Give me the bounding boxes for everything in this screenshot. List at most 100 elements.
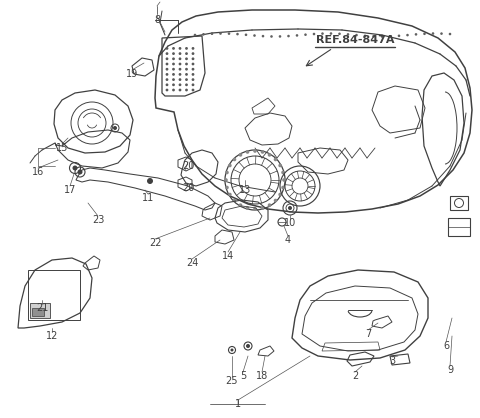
Circle shape <box>185 52 188 55</box>
Circle shape <box>185 73 188 76</box>
Text: REF.84-847A: REF.84-847A <box>316 35 394 45</box>
Circle shape <box>192 84 194 86</box>
Circle shape <box>211 33 213 35</box>
Circle shape <box>321 32 324 35</box>
Circle shape <box>185 63 188 65</box>
Text: 13: 13 <box>239 185 251 195</box>
Circle shape <box>312 33 315 35</box>
Circle shape <box>355 34 358 36</box>
Circle shape <box>185 78 188 81</box>
Text: 11: 11 <box>142 193 154 203</box>
Circle shape <box>262 35 264 38</box>
Circle shape <box>246 206 249 210</box>
Circle shape <box>192 78 194 81</box>
Circle shape <box>246 150 249 154</box>
Circle shape <box>274 158 277 161</box>
Text: 5: 5 <box>240 371 246 381</box>
Circle shape <box>166 68 168 71</box>
Circle shape <box>278 193 282 196</box>
Text: 21: 21 <box>36 303 48 313</box>
Circle shape <box>432 32 434 35</box>
Circle shape <box>166 47 168 50</box>
Circle shape <box>192 47 194 50</box>
Text: 15: 15 <box>56 143 68 153</box>
Circle shape <box>287 35 290 37</box>
Circle shape <box>192 89 194 92</box>
Circle shape <box>398 35 400 37</box>
Circle shape <box>185 89 188 92</box>
Text: 24: 24 <box>186 258 198 268</box>
Text: 14: 14 <box>222 251 234 261</box>
Circle shape <box>192 52 194 55</box>
Circle shape <box>147 178 153 184</box>
Circle shape <box>192 68 194 71</box>
Circle shape <box>279 35 281 38</box>
Text: 16: 16 <box>32 167 44 177</box>
Text: 2: 2 <box>352 371 358 381</box>
Circle shape <box>179 47 181 50</box>
Circle shape <box>194 34 196 36</box>
Circle shape <box>179 89 181 92</box>
Text: 8: 8 <box>154 15 160 25</box>
Circle shape <box>440 32 443 35</box>
Circle shape <box>406 34 409 36</box>
Circle shape <box>225 186 229 189</box>
Circle shape <box>253 34 256 37</box>
Circle shape <box>172 52 175 55</box>
Circle shape <box>281 171 285 174</box>
Circle shape <box>185 84 188 86</box>
Text: 18: 18 <box>256 371 268 381</box>
Circle shape <box>224 178 228 182</box>
Circle shape <box>166 73 168 76</box>
Circle shape <box>179 68 181 71</box>
Circle shape <box>179 57 181 60</box>
Circle shape <box>172 84 175 86</box>
Text: 19: 19 <box>126 69 138 79</box>
Circle shape <box>166 78 168 81</box>
Text: 17: 17 <box>64 185 76 195</box>
Circle shape <box>172 78 175 81</box>
Circle shape <box>166 63 168 65</box>
Text: 3: 3 <box>389 356 395 366</box>
Circle shape <box>192 57 194 60</box>
Circle shape <box>179 84 181 86</box>
Circle shape <box>72 166 77 171</box>
Circle shape <box>179 52 181 55</box>
Text: 25: 25 <box>226 376 238 386</box>
Circle shape <box>185 47 188 50</box>
Circle shape <box>239 153 242 157</box>
Circle shape <box>202 33 205 36</box>
Circle shape <box>113 126 117 130</box>
Circle shape <box>296 34 298 37</box>
Text: 10: 10 <box>284 218 296 228</box>
Circle shape <box>281 186 285 189</box>
Text: 1: 1 <box>235 399 241 409</box>
Circle shape <box>415 33 417 36</box>
Circle shape <box>253 149 257 153</box>
Circle shape <box>246 344 250 348</box>
Circle shape <box>282 178 286 182</box>
Circle shape <box>225 171 229 174</box>
Circle shape <box>233 199 236 202</box>
Circle shape <box>228 164 232 167</box>
Circle shape <box>185 68 188 71</box>
Circle shape <box>172 89 175 92</box>
Circle shape <box>372 35 375 38</box>
Text: 9: 9 <box>447 365 453 375</box>
Circle shape <box>172 57 175 60</box>
Circle shape <box>338 33 341 35</box>
Circle shape <box>268 153 271 157</box>
Circle shape <box>192 73 194 76</box>
Circle shape <box>219 32 222 35</box>
Circle shape <box>192 63 194 65</box>
Circle shape <box>253 207 257 211</box>
Circle shape <box>172 68 175 71</box>
Text: 22: 22 <box>149 238 161 248</box>
Circle shape <box>172 73 175 76</box>
Circle shape <box>172 63 175 65</box>
Circle shape <box>166 84 168 86</box>
Circle shape <box>236 33 239 36</box>
Circle shape <box>166 52 168 55</box>
Text: 20: 20 <box>182 161 194 171</box>
Text: 12: 12 <box>46 331 58 341</box>
